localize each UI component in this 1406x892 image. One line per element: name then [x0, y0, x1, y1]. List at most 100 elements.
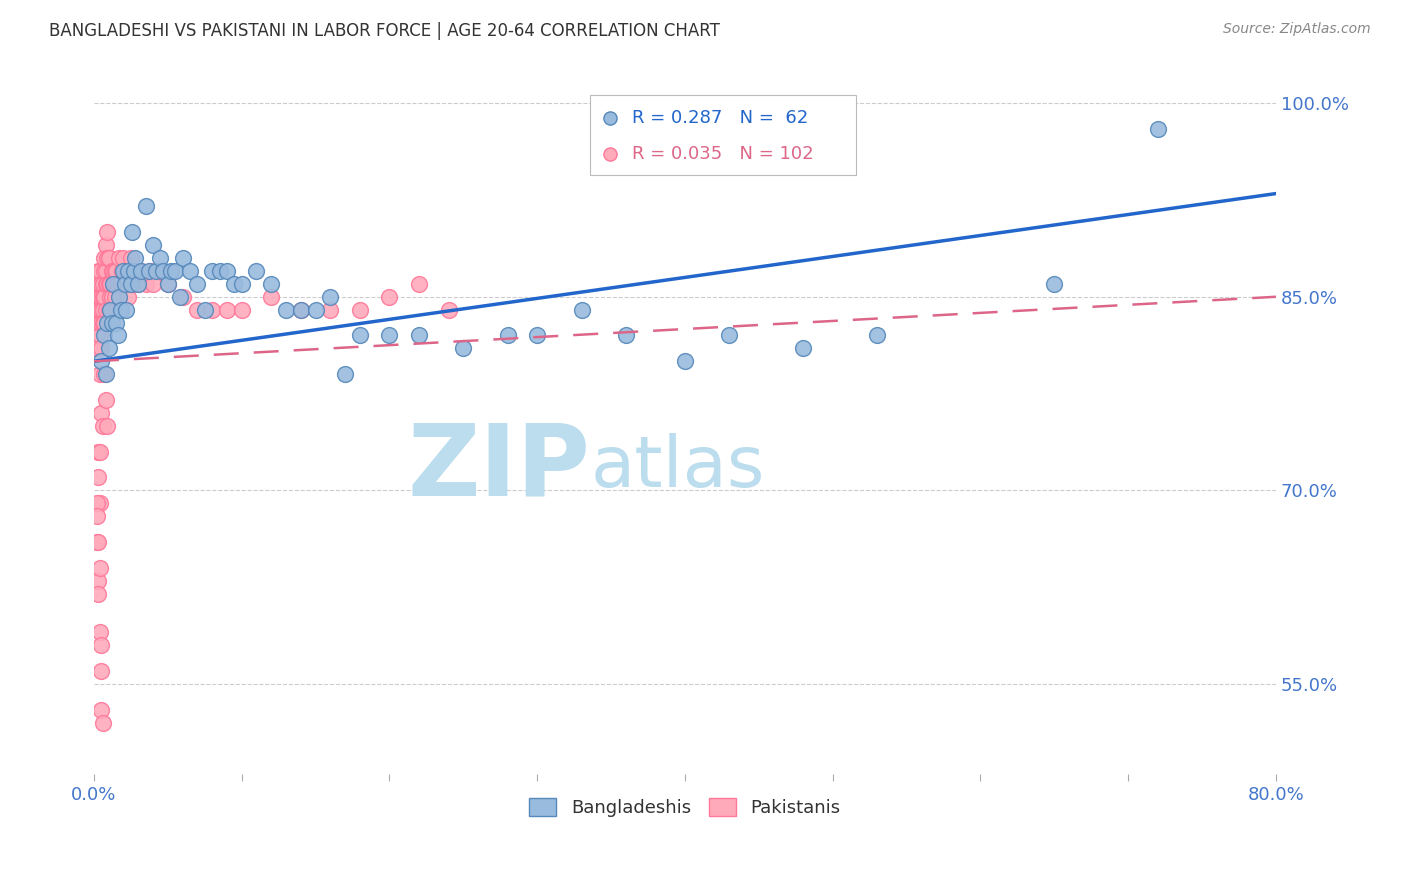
- Point: [94, 277, 117, 291]
- Point: [93, 264, 115, 278]
- Point: [104, 290, 127, 304]
- Point: [107, 328, 129, 343]
- Point: [260, 277, 283, 291]
- Point: [91, 316, 114, 330]
- Point: [105, 316, 128, 330]
- Point: [104, 264, 127, 278]
- Point: [93, 251, 115, 265]
- Point: [215, 302, 238, 317]
- Point: [115, 264, 138, 278]
- Text: Source: ZipAtlas.com: Source: ZipAtlas.com: [1223, 22, 1371, 37]
- Point: [231, 277, 253, 291]
- Text: R = 0.035   N = 102: R = 0.035 N = 102: [631, 145, 814, 163]
- Point: [89, 264, 111, 278]
- Point: [87, 316, 110, 330]
- Point: [138, 264, 160, 278]
- Point: [93, 367, 115, 381]
- Point: [86, 496, 108, 510]
- Point: [94, 367, 117, 381]
- Point: [129, 264, 152, 278]
- Point: [349, 328, 371, 343]
- Point: [90, 664, 112, 678]
- Legend: Bangladeshis, Pakistanis: Bangladeshis, Pakistanis: [522, 790, 848, 824]
- Point: [378, 290, 401, 304]
- Point: [111, 264, 134, 278]
- Point: [792, 342, 814, 356]
- Point: [94, 238, 117, 252]
- Point: [135, 277, 157, 291]
- Point: [84, 316, 107, 330]
- Point: [231, 302, 253, 317]
- Point: [186, 277, 208, 291]
- Point: [96, 277, 118, 291]
- Point: [97, 302, 120, 317]
- Point: [866, 328, 889, 343]
- Point: [89, 625, 111, 640]
- Point: [165, 264, 187, 278]
- Point: [304, 302, 326, 317]
- Point: [333, 367, 356, 381]
- FancyBboxPatch shape: [591, 95, 856, 175]
- Point: [98, 277, 121, 291]
- Point: [437, 302, 460, 317]
- Point: [90, 703, 112, 717]
- Point: [129, 264, 152, 278]
- Point: [91, 715, 114, 730]
- Point: [84, 290, 107, 304]
- Point: [135, 199, 157, 213]
- Point: [115, 302, 138, 317]
- Point: [172, 251, 194, 265]
- Point: [87, 470, 110, 484]
- Point: [571, 302, 593, 317]
- Point: [124, 264, 146, 278]
- Point: [94, 302, 117, 317]
- Point: [124, 251, 146, 265]
- Point: [87, 535, 110, 549]
- Point: [156, 277, 179, 291]
- Point: [260, 290, 283, 304]
- Point: [98, 277, 121, 291]
- Point: [91, 290, 114, 304]
- Point: [142, 238, 165, 252]
- Point: [1146, 122, 1168, 136]
- Point: [96, 316, 118, 330]
- Point: [201, 264, 224, 278]
- Point: [87, 290, 110, 304]
- Point: [90, 342, 112, 356]
- Point: [96, 225, 118, 239]
- Point: [208, 264, 231, 278]
- Point: [112, 251, 135, 265]
- Point: [101, 277, 124, 291]
- Point: [97, 251, 120, 265]
- Point: [98, 302, 121, 317]
- Point: [127, 277, 149, 291]
- Point: [96, 418, 118, 433]
- Point: [121, 277, 143, 291]
- Point: [274, 302, 297, 317]
- Point: [112, 264, 135, 278]
- Point: [349, 302, 371, 317]
- Point: [94, 264, 117, 278]
- Point: [87, 264, 110, 278]
- Point: [108, 251, 131, 265]
- Point: [201, 302, 224, 317]
- Point: [96, 251, 118, 265]
- Point: [728, 171, 751, 186]
- Point: [110, 302, 132, 317]
- Point: [97, 342, 120, 356]
- Point: [121, 225, 143, 239]
- Point: [87, 444, 110, 458]
- Point: [120, 277, 142, 291]
- Point: [408, 328, 430, 343]
- Point: [718, 328, 741, 343]
- Point: [728, 238, 751, 252]
- Point: [86, 535, 108, 549]
- Point: [93, 290, 115, 304]
- Point: [215, 264, 238, 278]
- Point: [245, 264, 267, 278]
- Point: [91, 302, 114, 317]
- Point: [179, 264, 201, 278]
- Point: [90, 638, 112, 652]
- Point: [194, 302, 217, 317]
- Point: [172, 290, 194, 304]
